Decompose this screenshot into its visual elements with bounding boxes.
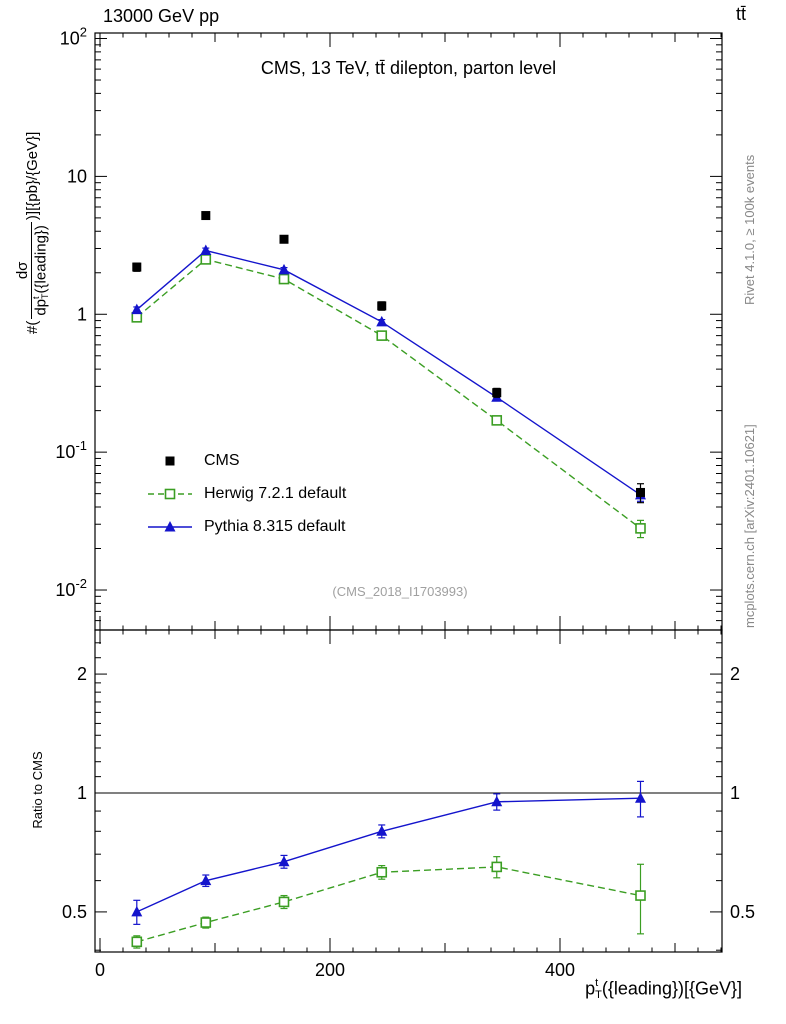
x-label-sup: t bbox=[595, 977, 599, 989]
cms-marker-icon bbox=[165, 456, 175, 465]
x-label-main: p bbox=[585, 978, 596, 999]
svg-text:0.5: 0.5 bbox=[62, 902, 87, 922]
legend-label-cms: CMS bbox=[204, 451, 240, 469]
plot-title: CMS, 13 TeV, tt̄ dilepton, parton level bbox=[260, 58, 557, 78]
svg-text:400: 400 bbox=[545, 960, 575, 980]
svg-text:10-2: 10-2 bbox=[55, 576, 87, 600]
main-y-axis-label: #(dσ dp t T ({leading}))][{pb}/{GeV}] bbox=[14, 32, 51, 334]
ratio-y-axis-label: Ratio to CMS bbox=[30, 751, 45, 829]
process-label: tt̄ bbox=[735, 4, 746, 24]
svg-text:200: 200 bbox=[315, 960, 345, 980]
y-label-suffix: )][{pb}/{GeV}] bbox=[23, 131, 41, 221]
pythia-marker-icon bbox=[148, 520, 192, 531]
svg-text:10-1: 10-1 bbox=[55, 438, 87, 462]
y-label-denominator: dp t T ({leading}) bbox=[31, 222, 51, 319]
svg-text:0: 0 bbox=[95, 960, 105, 980]
mcplots-reference-note: mcplots.cern.ch [arXiv:2401.10621] bbox=[742, 424, 757, 628]
svg-text:1: 1 bbox=[730, 783, 740, 803]
svg-text:1: 1 bbox=[77, 783, 87, 803]
beam-energy-label: 13000 GeV pp bbox=[103, 6, 220, 26]
herwig-marker-icon bbox=[148, 488, 192, 499]
legend-item-cms: CMS bbox=[146, 444, 346, 477]
legend-label-herwig: Herwig 7.2.1 default bbox=[204, 484, 347, 502]
legend: CMS Herwig 7.2.1 default Pythia 8.315 de… bbox=[146, 444, 346, 543]
svg-text:2: 2 bbox=[77, 664, 87, 684]
legend-item-pythia: Pythia 8.315 default bbox=[146, 510, 346, 543]
svg-text:10: 10 bbox=[67, 166, 87, 186]
y-label-prefix: #( bbox=[23, 320, 41, 334]
x-label-sub: T bbox=[595, 988, 602, 1001]
legend-item-herwig: Herwig 7.2.1 default bbox=[146, 477, 346, 510]
y-den-rest: ({leading}) bbox=[32, 225, 50, 294]
y-den-sub: T bbox=[40, 293, 51, 299]
legend-label-pythia: Pythia 8.315 default bbox=[204, 517, 346, 535]
y-label-fraction: dσ dp t T ({leading}) bbox=[14, 222, 51, 319]
analysis-id-watermark: (CMS_2018_I1703993) bbox=[332, 584, 468, 599]
y-label-numerator: dσ bbox=[14, 222, 32, 319]
x-axis-label: p t T ({leading})[{GeV}] bbox=[430, 977, 742, 1001]
rivet-version-note: Rivet 4.1.0, ≥ 100k events bbox=[742, 154, 757, 305]
svg-text:102: 102 bbox=[60, 25, 87, 49]
svg-text:2: 2 bbox=[730, 664, 740, 684]
y-den-main: dp bbox=[32, 298, 50, 316]
x-label-rest: ({leading})[{GeV}] bbox=[601, 978, 742, 999]
svg-text:0.5: 0.5 bbox=[730, 902, 755, 922]
svg-text:1: 1 bbox=[77, 304, 87, 324]
